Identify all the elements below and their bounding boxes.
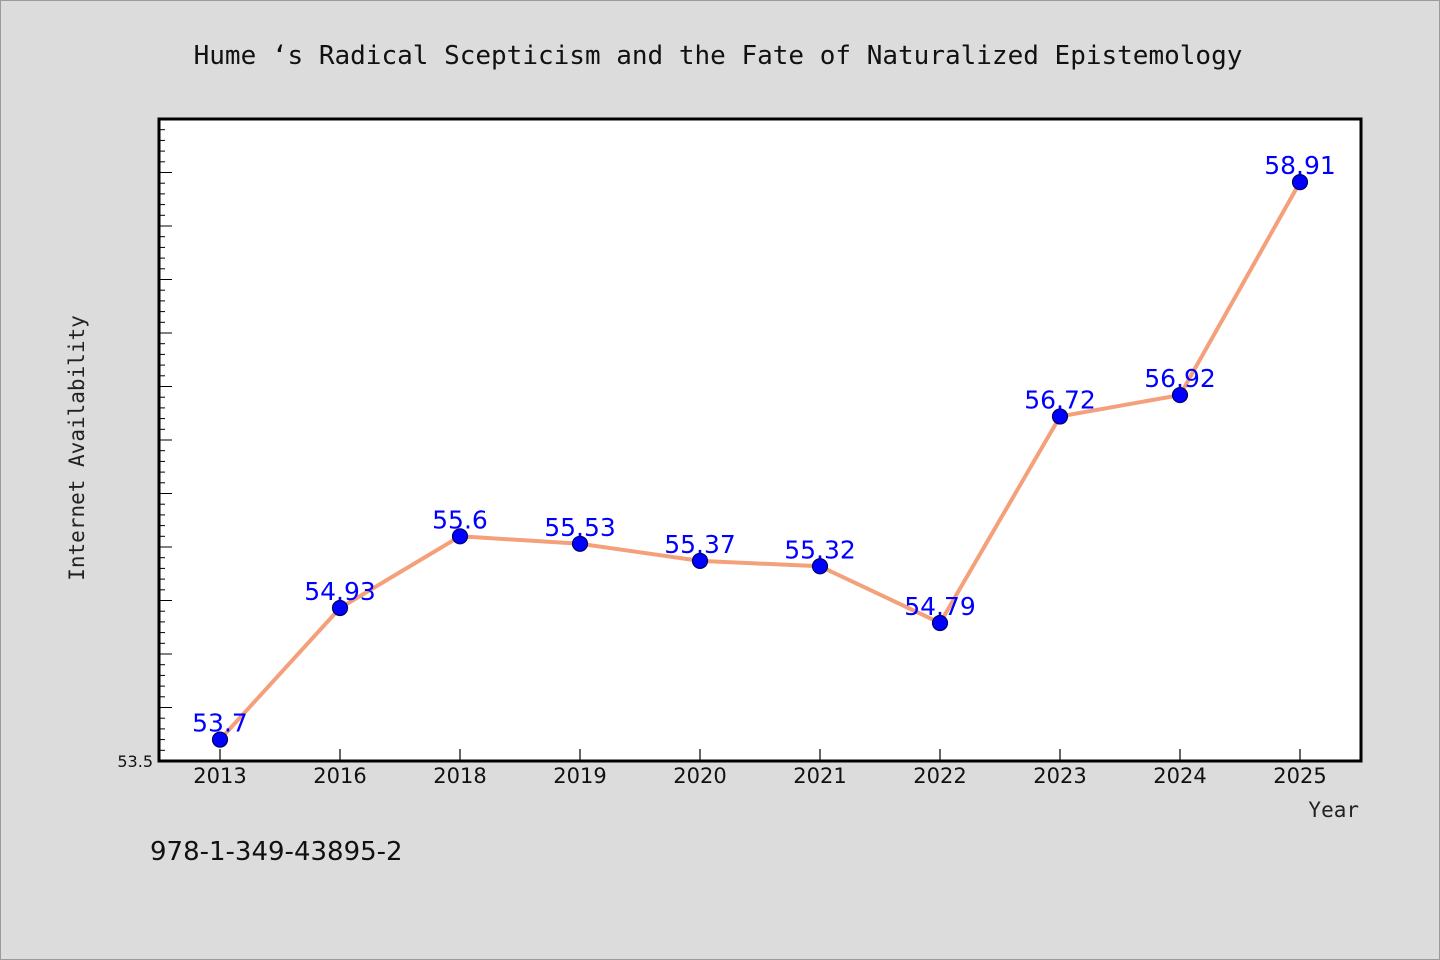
data-labels: 53.7 54.93 55.6 55.53 55.37 55.32 54.79 56.72 56…: [192, 151, 1336, 737]
data-label: 55.32: [784, 535, 856, 564]
chart-title: Hume ‘s Radical Scepticism and the Fate …: [194, 41, 1243, 71]
data-point: [691, 552, 709, 570]
isbn-text: 978-1-349-43895-2: [150, 837, 403, 867]
data-point: [1171, 386, 1189, 404]
data-point: [931, 614, 949, 632]
x-tick-label: 2025: [1273, 764, 1326, 788]
data-point: [1291, 174, 1309, 191]
data-point: [571, 535, 589, 552]
data-label: 53.7: [192, 709, 248, 738]
y-axis-label: Internet Availability: [65, 315, 89, 581]
x-tick-label: 2018: [433, 764, 486, 788]
series-markers: [211, 174, 1309, 748]
x-tick-label: 2016: [313, 764, 366, 788]
data-label: 54.79: [904, 592, 976, 621]
x-tick-label: 2022: [913, 764, 966, 788]
data-label: 55.6: [432, 505, 488, 534]
x-tick-label: 2021: [793, 764, 846, 788]
y-tick-label: 53.5: [117, 752, 153, 771]
data-point: [1051, 408, 1069, 425]
x-tick-label: 2023: [1033, 764, 1086, 788]
plot-area: [157, 117, 1363, 763]
data-label: 54.93: [304, 577, 376, 606]
x-tick-label: 2020: [673, 764, 726, 788]
data-label: 56.72: [1024, 385, 1096, 414]
x-tick-label: 2013: [193, 764, 246, 788]
data-label: 56.92: [1144, 364, 1216, 393]
data-point: [211, 731, 229, 748]
x-axis-ticks: 2013 2016 2018 2019 2020 2021 2022 2023 2024 2025: [193, 749, 1327, 788]
data-point: [451, 528, 469, 545]
x-axis-label: Year: [1308, 798, 1359, 822]
y-axis-ticks: 53.5: [117, 118, 172, 771]
data-label: 55.53: [544, 513, 616, 542]
series-line: [218, 180, 1302, 742]
data-label: 55.37: [664, 530, 736, 559]
data-label: 58.91: [1264, 151, 1336, 180]
series-line-group: [218, 180, 1302, 742]
data-point: [331, 599, 349, 617]
data-point: [811, 558, 829, 575]
x-tick-label: 2024: [1153, 764, 1206, 788]
x-tick-label: 2019: [553, 764, 606, 788]
